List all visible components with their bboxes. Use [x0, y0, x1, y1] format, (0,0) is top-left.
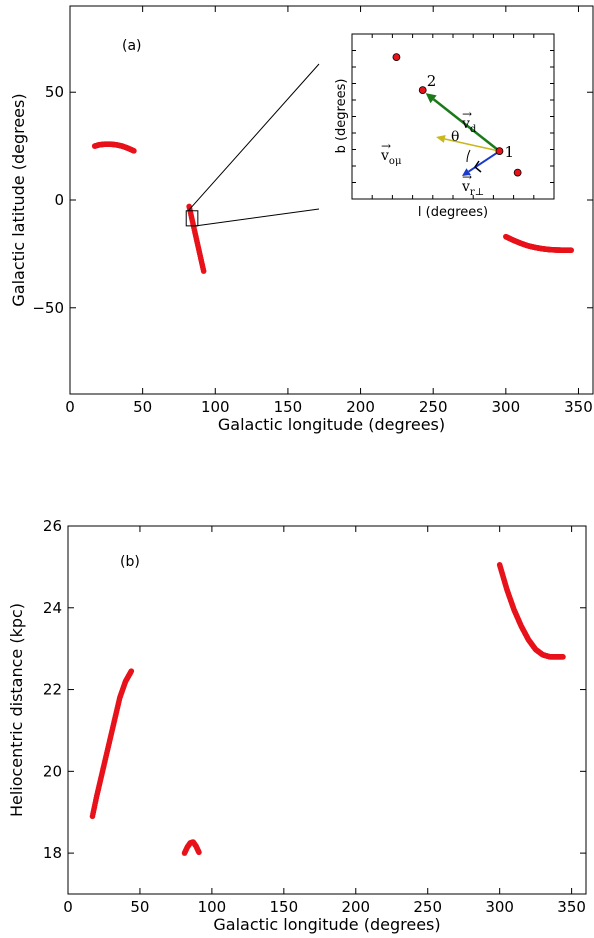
panel-b-x-tick-label: 350: [557, 898, 586, 916]
inset-zoom-panel: 21 voμ → vd → vr⊥ → θ l (degrees) b (deg…: [334, 33, 555, 220]
zoom-box: [185, 210, 199, 227]
panel-a-x-tick-label: 0: [65, 398, 75, 416]
velocity-vector-omu: [444, 138, 500, 152]
panel-b-x-tick-label: 300: [485, 898, 514, 916]
panel-b-plot-frame: [67, 525, 587, 895]
velocity-vector-d-arrowhead: [425, 93, 437, 104]
inset-point: [418, 86, 427, 94]
panel-b-data-point: [560, 654, 566, 660]
angle-theta-arc: [466, 149, 471, 163]
panel-a-x-ticks: 0 50 100 150 200 250 300 350: [65, 6, 593, 416]
panel-a-label: (a): [122, 38, 142, 54]
panel-a-latitude-vs-longitude: 0 50 100 150 200 250 300 350 −50 0 50 (a) Galacti…: [9, 5, 594, 434]
panel-a-data-point: [131, 148, 137, 154]
velocity-vector-d: [432, 98, 501, 153]
velocity-vector-rperp: [468, 150, 501, 173]
panel-a-x-tick-label: 150: [274, 398, 303, 416]
label-v-d: vd: [461, 116, 477, 135]
inset-vectors: [425, 93, 501, 176]
panel-a-y-ticks: −50 0 50: [32, 83, 593, 317]
label-v-rperp: vr⊥: [461, 179, 484, 198]
panel-b-data-point: [128, 668, 135, 674]
label-v-omu-arrow: →: [381, 139, 391, 153]
panel-a-y-axis-label: Galactic latitude (degrees): [9, 93, 28, 306]
panel-a-data-point: [568, 247, 575, 254]
panel-a-x-tick-label: 50: [133, 398, 152, 416]
panel-a-y-tick-label: 0: [54, 191, 64, 209]
panel-a-y-tick-label: 50: [45, 83, 64, 101]
panel-b-x-tick-label: 150: [270, 898, 299, 916]
inset-point: [513, 168, 522, 177]
inset-y-axis-label: b (degrees): [334, 79, 349, 154]
panel-b-label: (b): [120, 554, 140, 570]
panel-b-y-tick-label: 18: [43, 844, 62, 862]
panel-a-x-tick-label: 250: [419, 398, 448, 416]
panel-b-x-tick-label: 250: [413, 898, 442, 916]
label-v-d-arrow: →: [462, 107, 472, 121]
panel-a-y-tick-label: −50: [32, 299, 64, 317]
label-v-rperp-arrow: →: [462, 170, 472, 184]
panel-b-x-ticks: 0 50 100 150 200 250 300 350: [63, 526, 586, 916]
panel-b-x-tick-label: 0: [63, 898, 73, 916]
panel-b-y-tick-label: 20: [43, 762, 62, 780]
panel-a-x-axis-label: Galactic longitude (degrees): [218, 415, 445, 434]
right-angle-marker: [474, 160, 482, 173]
panel-a-data-point: [200, 268, 207, 274]
panel-a-x-tick-label: 300: [492, 398, 521, 416]
zoom-connector-line-upper: [187, 63, 320, 212]
label-theta: θ: [451, 129, 459, 145]
panel-a-x-tick-label: 200: [346, 398, 375, 416]
inset-ticks: [352, 34, 554, 199]
panel-b-y-axis-label: Heliocentric distance (kpc): [7, 603, 26, 817]
inset-point-label: 2: [427, 72, 437, 90]
panel-a-data-marks: [91, 141, 575, 274]
panel-b-data-point: [196, 849, 202, 856]
inset-point: [495, 147, 504, 156]
panel-b-x-tick-label: 100: [198, 898, 227, 916]
panel-b-y-tick-label: 26: [43, 517, 62, 535]
panel-b-distance-vs-longitude: 0 50 100 150 200 250 300 350 18 20 22 24 26 (b) Gal…: [7, 517, 587, 934]
zoom-connector-line-lower: [195, 208, 320, 227]
label-v-omu: voμ: [380, 148, 402, 167]
panel-b-x-tick-label: 50: [130, 898, 149, 916]
inset-x-axis-label: l (degrees): [418, 205, 488, 220]
panel-b-y-tick-label: 22: [43, 681, 62, 699]
velocity-vector-omu-arrowhead: [436, 135, 446, 143]
panel-b-x-axis-label: Galactic longitude (degrees): [213, 915, 440, 934]
panel-b-y-tick-label: 24: [43, 599, 62, 617]
inset-point: [392, 53, 401, 61]
inset-point-label: 1: [504, 143, 514, 161]
panel-a-x-tick-label: 350: [564, 398, 593, 416]
panel-b-x-tick-label: 200: [341, 898, 370, 916]
inset-frame: [351, 33, 555, 200]
panel-b-y-ticks: 18 20 22 24 26: [43, 517, 586, 862]
panel-b-data-marks: [89, 562, 566, 856]
velocity-vector-rperp-arrowhead: [462, 168, 471, 176]
inset-points: 21: [392, 53, 522, 177]
panel-a-x-tick-label: 100: [201, 398, 230, 416]
